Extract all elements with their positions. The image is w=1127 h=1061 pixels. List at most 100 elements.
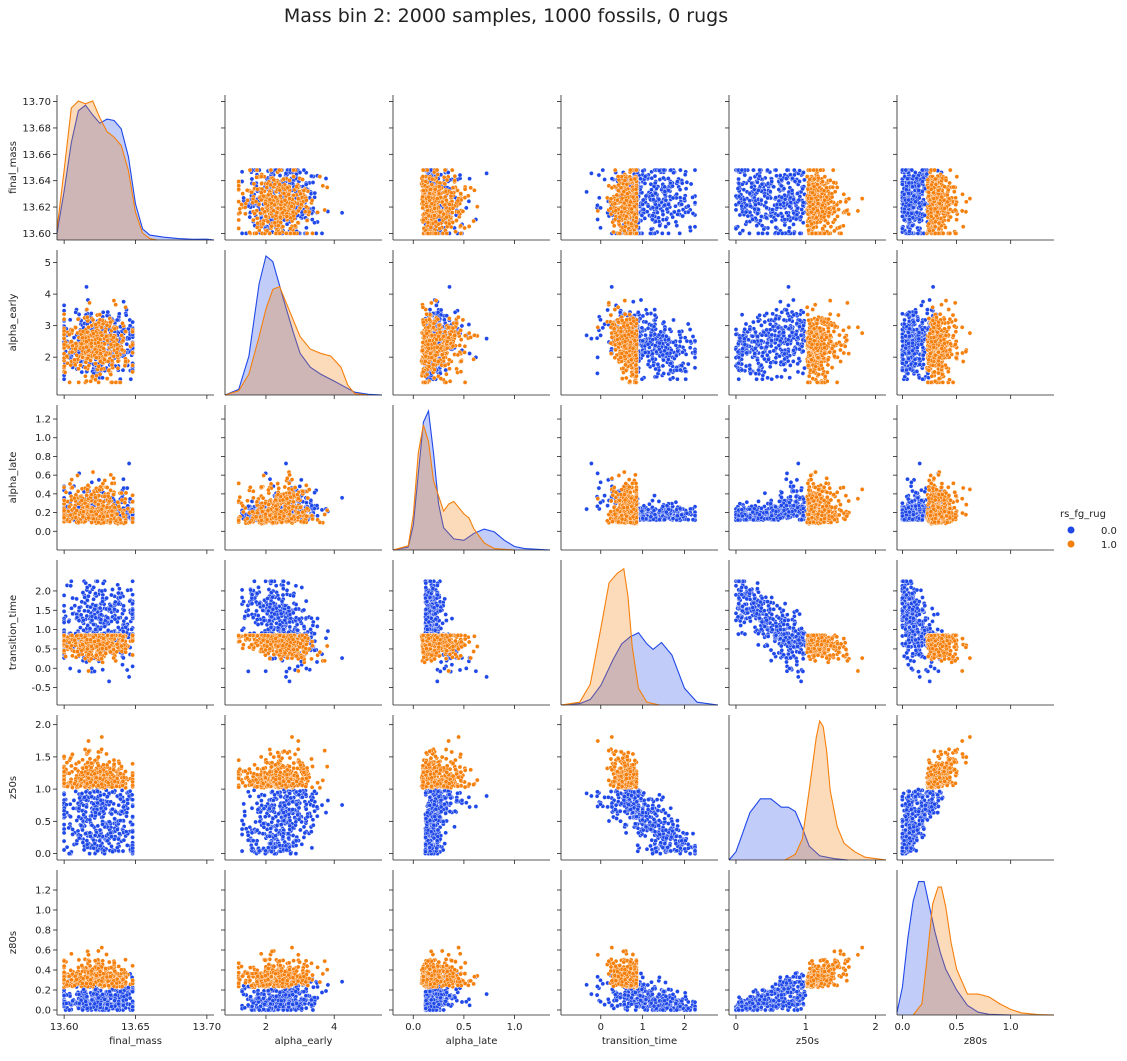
point-0 — [124, 313, 128, 317]
point-0 — [758, 174, 762, 178]
point-0 — [644, 194, 648, 198]
point-1 — [254, 200, 258, 204]
point-1 — [302, 189, 306, 193]
point-0 — [902, 210, 906, 214]
point-1 — [927, 222, 931, 226]
point-0 — [68, 318, 72, 322]
point-1 — [289, 204, 293, 208]
point-1 — [123, 329, 127, 333]
point-1 — [131, 370, 135, 374]
point-1 — [237, 179, 241, 183]
point-1 — [108, 320, 112, 324]
point-1 — [829, 225, 833, 229]
point-1 — [77, 380, 81, 384]
point-0 — [458, 173, 462, 177]
point-0 — [670, 184, 674, 188]
point-1 — [100, 333, 104, 337]
point-1 — [426, 209, 430, 213]
point-0 — [665, 207, 669, 211]
point-1 — [948, 168, 952, 172]
point-0 — [905, 177, 909, 181]
point-1 — [949, 215, 953, 219]
point-1 — [629, 200, 633, 204]
point-0 — [657, 169, 661, 173]
y-tick-label: 3 — [45, 321, 51, 332]
point-0 — [910, 224, 914, 228]
point-1 — [856, 209, 860, 213]
point-1 — [459, 231, 463, 235]
point-1 — [94, 356, 98, 360]
point-1 — [281, 211, 285, 215]
point-0 — [917, 196, 921, 200]
point-1 — [811, 207, 815, 211]
point-1 — [451, 206, 455, 210]
point-1 — [298, 192, 302, 196]
point-1 — [287, 192, 291, 196]
point-1 — [269, 224, 273, 228]
point-0 — [649, 227, 653, 231]
point-1 — [830, 195, 834, 199]
point-1 — [118, 380, 122, 384]
point-1 — [295, 185, 299, 189]
point-1 — [247, 230, 251, 234]
point-0 — [758, 168, 762, 172]
point-1 — [249, 190, 253, 194]
point-1 — [325, 185, 329, 189]
point-1 — [933, 220, 937, 224]
point-0 — [312, 221, 316, 225]
point-1 — [245, 198, 249, 202]
point-1 — [263, 202, 267, 206]
point-1 — [623, 178, 627, 182]
point-0 — [240, 231, 244, 235]
point-1 — [429, 226, 433, 230]
point-1 — [433, 187, 437, 191]
point-0 — [764, 200, 768, 204]
point-1 — [812, 168, 816, 172]
point-1 — [816, 209, 820, 213]
point-0 — [737, 177, 741, 181]
point-0 — [485, 337, 489, 341]
point-1 — [810, 222, 814, 226]
point-1 — [934, 214, 938, 218]
point-0 — [736, 187, 740, 191]
point-0 — [801, 211, 805, 215]
point-0 — [302, 168, 306, 172]
point-1 — [73, 363, 77, 367]
point-0 — [468, 177, 472, 181]
point-1 — [469, 186, 473, 190]
point-0 — [447, 285, 451, 289]
panel-final_mass-vs-z80s — [893, 95, 1054, 244]
point-1 — [72, 358, 76, 362]
point-1 — [86, 325, 90, 329]
point-0 — [900, 182, 904, 186]
point-1 — [304, 205, 308, 209]
point-1 — [823, 175, 827, 179]
point-0 — [748, 210, 752, 214]
point-1 — [110, 380, 114, 384]
point-1 — [288, 196, 292, 200]
panel-final_mass-vs-alpha_late — [389, 95, 550, 244]
point-1 — [812, 185, 816, 189]
point-1 — [296, 209, 300, 213]
y-tick-label: 5 — [45, 258, 51, 269]
point-0 — [801, 221, 805, 225]
point-0 — [801, 200, 805, 204]
point-0 — [756, 208, 760, 212]
point-1 — [823, 231, 827, 235]
point-1 — [131, 351, 135, 355]
point-1 — [245, 188, 249, 192]
point-0 — [753, 203, 757, 207]
point-0 — [762, 227, 766, 231]
point-0 — [681, 214, 685, 218]
point-1 — [929, 214, 933, 218]
y-tick-label: 13.70 — [22, 97, 51, 108]
point-1 — [273, 221, 277, 225]
point-1 — [305, 218, 309, 222]
point-1 — [70, 350, 74, 354]
point-1 — [318, 175, 322, 179]
point-0 — [671, 215, 675, 219]
point-0 — [652, 184, 656, 188]
point-1 — [459, 224, 463, 228]
point-0 — [778, 202, 782, 206]
point-1 — [106, 359, 110, 363]
